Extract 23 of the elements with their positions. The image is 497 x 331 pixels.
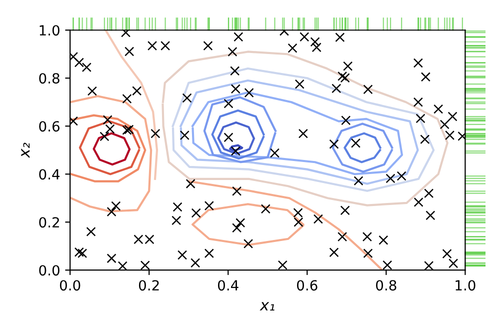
line-series <box>104 30 158 180</box>
y-axis-title: x₂ <box>21 142 30 158</box>
y-tick-label: 0.2 <box>39 217 59 228</box>
x-tick-label: 0.2 <box>138 280 159 291</box>
line-series <box>92 132 130 166</box>
line-series <box>162 50 448 206</box>
x-axis-title: x₁ <box>260 302 274 310</box>
y-tick-label: 0.6 <box>39 121 60 132</box>
x-tick-label: 0.6 <box>297 280 318 291</box>
line-series <box>217 121 255 155</box>
line-series <box>180 79 419 185</box>
y-tick-label: 1.0 <box>40 25 60 36</box>
x-tick-label: 0.0 <box>60 280 80 291</box>
y-tick-label: 0.8 <box>39 73 60 84</box>
line-series <box>78 120 140 176</box>
line-series <box>70 114 146 182</box>
y-tick-label: 0.4 <box>39 169 60 180</box>
line-series <box>172 67 435 192</box>
x-tick-label: 0.8 <box>376 280 396 291</box>
y-tick-label: 0.0 <box>39 265 60 276</box>
line-series <box>192 91 404 176</box>
x-tick-label: 1.0 <box>456 280 476 291</box>
x-tick-label: 0.4 <box>218 280 238 291</box>
